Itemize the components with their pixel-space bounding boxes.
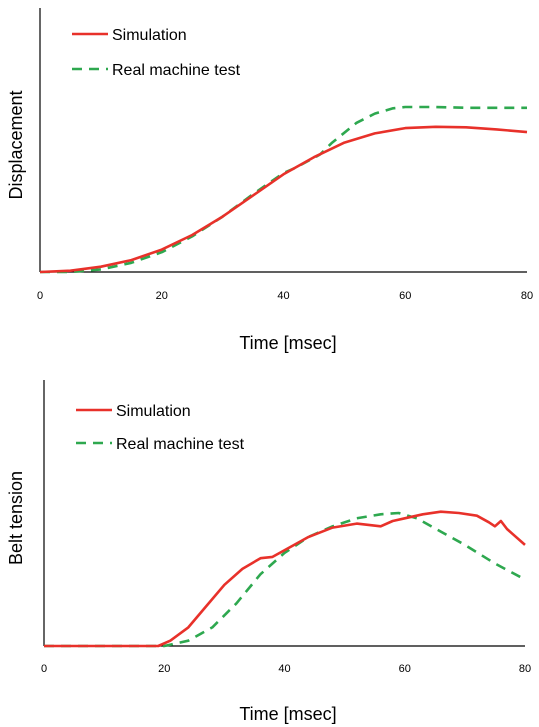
series-line-simulation — [39, 125, 528, 274]
x-tick-label: 60 — [399, 290, 411, 302]
x-tick-labels: 0 20 40 60 80 — [37, 290, 533, 302]
x-tick-label: 80 — [521, 290, 533, 302]
x-axis-label: Time [msec] — [239, 704, 336, 724]
displacement-chart: 0 20 40 60 80 Simulation Real machine test D… — [6, 8, 533, 353]
series-lines — [39, 105, 528, 274]
belt-tension-chart: 0 20 40 60 80 Simulation Real machine test B… — [6, 380, 531, 724]
legend: Simulation Real machine test — [72, 27, 241, 79]
series-line-simulation — [44, 510, 526, 648]
series-lines — [44, 510, 526, 648]
x-tick-label: 40 — [278, 663, 290, 675]
legend: Simulation Real machine test — [76, 403, 245, 453]
legend-label-simulation: Simulation — [116, 403, 191, 420]
x-tick-label: 0 — [37, 290, 43, 302]
y-axis-label: Belt tension — [6, 471, 26, 565]
series-line-real-machine-test — [40, 105, 527, 274]
x-tick-label: 20 — [158, 663, 170, 675]
x-tick-label: 40 — [277, 290, 289, 302]
x-tick-label: 80 — [519, 663, 531, 675]
x-axis-label: Time [msec] — [239, 333, 336, 353]
legend-label-real-machine-test: Real machine test — [112, 62, 241, 79]
x-tick-label: 0 — [41, 663, 47, 675]
legend-label-simulation: Simulation — [112, 27, 187, 44]
x-tick-label: 60 — [399, 663, 411, 675]
y-axis-label: Displacement — [6, 90, 26, 199]
legend-label-real-machine-test: Real machine test — [116, 436, 245, 453]
x-tick-label: 20 — [156, 290, 168, 302]
x-tick-labels: 0 20 40 60 80 — [41, 663, 531, 675]
series-line-real-machine-test — [44, 511, 526, 648]
